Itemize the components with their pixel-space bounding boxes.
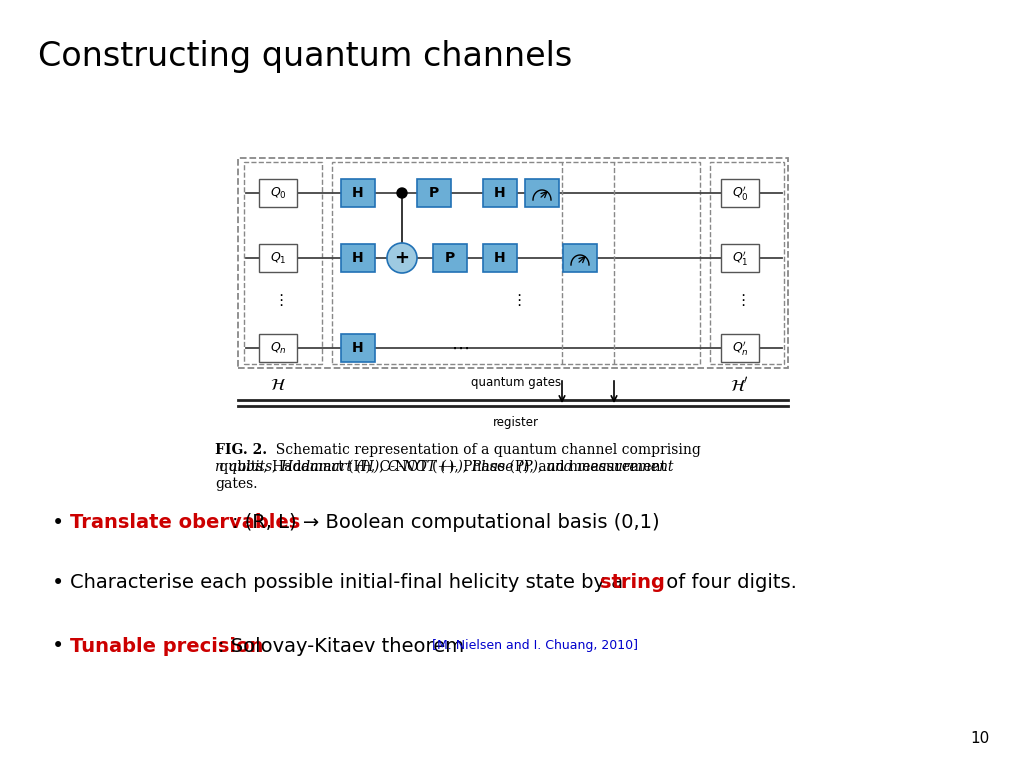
Circle shape — [397, 188, 407, 198]
FancyBboxPatch shape — [259, 334, 297, 362]
Text: $Q_0$: $Q_0$ — [269, 185, 287, 200]
Text: Constructing quantum channels: Constructing quantum channels — [38, 40, 572, 73]
FancyBboxPatch shape — [341, 244, 375, 272]
Text: H: H — [352, 251, 364, 265]
Text: •: • — [52, 573, 65, 593]
FancyBboxPatch shape — [563, 244, 597, 272]
Text: $Q_1'$: $Q_1'$ — [732, 249, 749, 267]
Text: [M. Nielsen and I. Chuang, 2010]: [M. Nielsen and I. Chuang, 2010] — [432, 640, 638, 653]
Text: Tunable precision: Tunable precision — [70, 637, 263, 656]
Text: of four digits.: of four digits. — [660, 574, 797, 592]
Text: quantum gates: quantum gates — [471, 376, 561, 389]
Text: $\mathcal{H}$: $\mathcal{H}$ — [270, 376, 286, 394]
Text: $\vdots$: $\vdots$ — [735, 292, 745, 308]
Text: $\cdots$: $\cdots$ — [451, 339, 469, 357]
FancyBboxPatch shape — [259, 179, 297, 207]
Text: 10: 10 — [971, 731, 990, 746]
Text: $Q_1$: $Q_1$ — [269, 250, 287, 266]
FancyBboxPatch shape — [341, 334, 375, 362]
FancyBboxPatch shape — [721, 179, 759, 207]
Text: +: + — [394, 249, 410, 267]
Text: H: H — [495, 251, 506, 265]
Text: n qubits, Hadamart (H), C-NOT (+), Phase (P), and measurement: n qubits, Hadamart (H), C-NOT (+), Phase… — [215, 460, 674, 475]
Text: P: P — [444, 251, 455, 265]
FancyBboxPatch shape — [417, 179, 451, 207]
FancyBboxPatch shape — [433, 244, 467, 272]
FancyBboxPatch shape — [483, 179, 517, 207]
Circle shape — [387, 243, 417, 273]
Text: Translate obervables: Translate obervables — [70, 514, 300, 532]
Text: : Solovay-Kitaev theorem: : Solovay-Kitaev theorem — [218, 637, 470, 656]
Text: •: • — [52, 513, 65, 533]
Text: H: H — [352, 186, 364, 200]
FancyBboxPatch shape — [721, 334, 759, 362]
Text: $Q_0'$: $Q_0'$ — [731, 184, 749, 202]
Text: : (R, L) → Boolean computational basis (0,1): : (R, L) → Boolean computational basis (… — [232, 514, 659, 532]
FancyBboxPatch shape — [525, 179, 559, 207]
FancyBboxPatch shape — [721, 244, 759, 272]
Text: qubits, Hadamart (H), C-NOT (+), Phase (P), and measurement: qubits, Hadamart (H), C-NOT (+), Phase (… — [215, 460, 666, 475]
Text: $Q_n'$: $Q_n'$ — [731, 339, 749, 357]
FancyBboxPatch shape — [341, 179, 375, 207]
Text: FIG. 2.: FIG. 2. — [215, 443, 267, 457]
Text: P: P — [429, 186, 439, 200]
FancyBboxPatch shape — [483, 244, 517, 272]
Text: $Q_n$: $Q_n$ — [269, 340, 287, 356]
Text: $\mathcal{H}'$: $\mathcal{H}'$ — [730, 376, 750, 395]
Text: $\vdots$: $\vdots$ — [511, 292, 521, 308]
Text: Characterise each possible initial-final helicity state by a: Characterise each possible initial-final… — [70, 574, 630, 592]
Text: H: H — [495, 186, 506, 200]
Text: H: H — [352, 341, 364, 355]
Text: $\vdots$: $\vdots$ — [272, 292, 284, 308]
FancyBboxPatch shape — [259, 244, 297, 272]
Text: Schematic representation of a quantum channel comprising: Schematic representation of a quantum ch… — [267, 443, 700, 457]
Text: string: string — [600, 574, 665, 592]
Text: •: • — [52, 636, 65, 656]
Text: register: register — [493, 416, 539, 429]
Text: gates.: gates. — [215, 477, 257, 491]
